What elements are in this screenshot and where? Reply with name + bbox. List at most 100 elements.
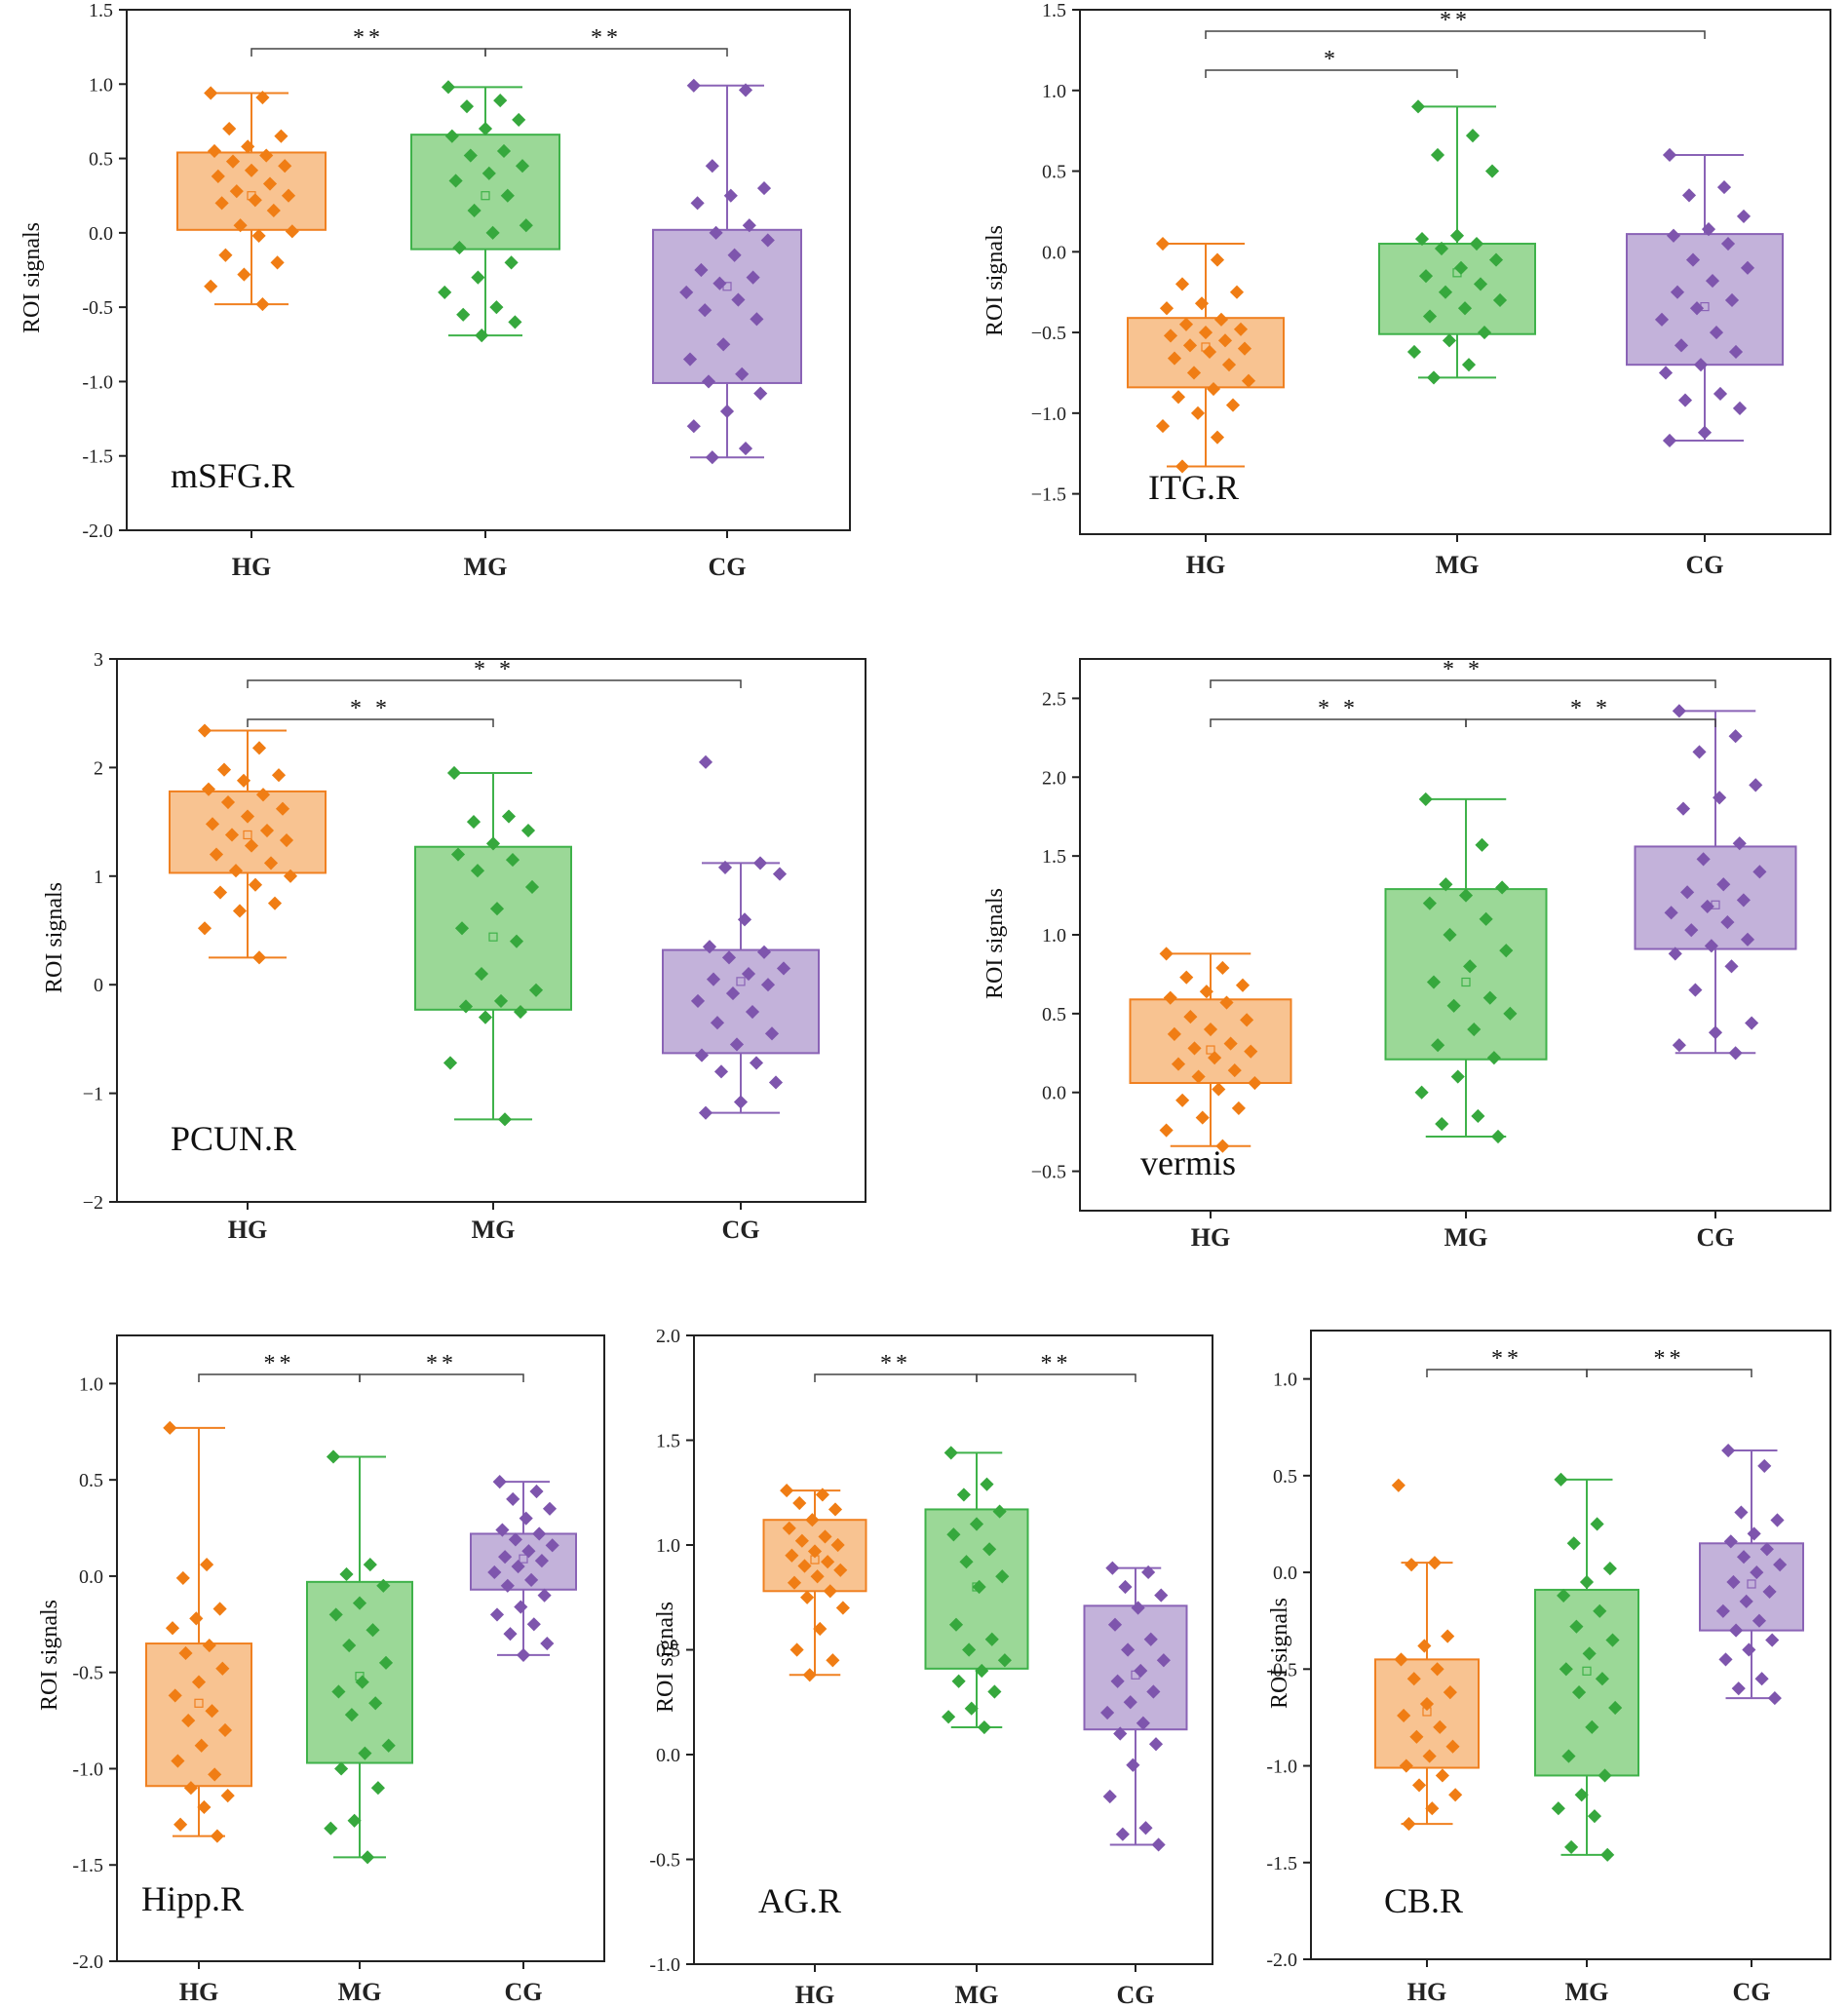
box-mg xyxy=(1378,99,1536,385)
data-point xyxy=(506,1491,520,1506)
data-point xyxy=(1559,1662,1573,1677)
data-point xyxy=(1458,888,1474,903)
data-point xyxy=(489,902,505,916)
data-point xyxy=(489,300,504,315)
y-tick-label: 0.5 xyxy=(79,1470,103,1491)
data-point xyxy=(237,267,251,282)
data-point xyxy=(706,972,721,986)
data-point xyxy=(1692,745,1707,759)
data-point xyxy=(813,1621,828,1637)
data-point xyxy=(326,1449,341,1464)
data-point xyxy=(1585,1719,1599,1734)
data-point xyxy=(1598,1768,1612,1783)
significance-bracket xyxy=(484,48,728,57)
data-point xyxy=(1174,277,1190,291)
x-tick-label-mg: MG xyxy=(955,1981,999,2009)
data-point xyxy=(495,1523,510,1537)
panel-title: Hipp.R xyxy=(141,1879,244,1918)
data-point xyxy=(255,297,270,312)
data-point xyxy=(1138,1821,1153,1835)
data-point xyxy=(1233,322,1249,336)
data-point xyxy=(168,1688,182,1703)
data-point xyxy=(244,163,259,177)
data-point xyxy=(1186,366,1202,380)
y-tick-label: 1.0 xyxy=(1042,925,1066,947)
x-tick-label-mg: MG xyxy=(1565,1978,1609,2006)
data-point xyxy=(508,1532,522,1547)
data-point xyxy=(1441,1629,1455,1643)
data-point xyxy=(1422,896,1437,910)
data-point xyxy=(1159,301,1174,316)
data-point xyxy=(1492,292,1508,308)
mean-marker xyxy=(194,1698,204,1708)
data-point xyxy=(737,912,752,927)
data-point xyxy=(742,218,756,233)
data-point xyxy=(496,143,512,159)
data-point xyxy=(1729,1623,1744,1638)
y-tick-label: 0.0 xyxy=(656,1745,680,1766)
data-point xyxy=(1752,865,1767,879)
data-point xyxy=(738,83,753,97)
significance-label: ** xyxy=(1041,1351,1072,1376)
data-point xyxy=(1433,1719,1447,1734)
data-point xyxy=(1593,1603,1607,1618)
panel-title: AG.R xyxy=(758,1881,841,1920)
x-tick-label-mg: MG xyxy=(338,1978,382,2006)
data-point xyxy=(980,1477,994,1491)
data-point xyxy=(1143,1632,1158,1646)
data-point xyxy=(1110,1674,1125,1688)
data-point xyxy=(679,285,694,299)
data-point xyxy=(1685,252,1701,267)
data-point xyxy=(529,1484,544,1499)
data-point xyxy=(505,853,520,868)
box-iqr xyxy=(470,1532,577,1591)
data-point xyxy=(1672,704,1686,718)
y-axis-label: ROI signals xyxy=(1267,1598,1292,1709)
data-point xyxy=(794,1533,809,1548)
data-point xyxy=(519,1511,533,1526)
y-tick-label: −1.0 xyxy=(1031,404,1066,425)
panel-hipp: -2.0 -1.5 -1.0 -0.5 0.0 0.5 1.0 HG MG CG ROI signa… xyxy=(37,1334,605,2006)
data-point xyxy=(1417,1639,1432,1653)
data-point xyxy=(441,80,456,95)
data-point xyxy=(271,768,287,783)
data-point xyxy=(165,1621,180,1636)
data-point xyxy=(1235,978,1251,992)
x-tick-label-cg: CG xyxy=(505,1978,543,2006)
data-point xyxy=(1163,990,1177,1005)
data-point xyxy=(753,386,768,401)
data-point xyxy=(467,203,481,218)
data-point xyxy=(1131,1601,1145,1615)
data-point xyxy=(1724,292,1740,308)
box-iqr xyxy=(414,845,572,1011)
data-point xyxy=(1244,1044,1258,1059)
data-point xyxy=(731,292,746,307)
data-point xyxy=(694,1048,710,1062)
data-point xyxy=(503,1627,518,1642)
box-iqr xyxy=(1129,998,1292,1085)
data-point xyxy=(233,218,248,233)
data-point xyxy=(262,176,278,191)
data-point xyxy=(178,1645,193,1661)
data-point xyxy=(1443,927,1457,943)
mean-marker xyxy=(1206,1045,1215,1055)
data-point xyxy=(352,1596,367,1610)
data-point xyxy=(810,1569,825,1584)
data-point xyxy=(376,1578,391,1593)
data-point xyxy=(358,1746,372,1760)
data-point xyxy=(745,1004,760,1020)
mean-marker xyxy=(736,977,746,986)
box-mg xyxy=(924,1446,1029,1735)
y-tick-label: 0.5 xyxy=(1042,162,1066,183)
data-point xyxy=(225,154,241,169)
data-point xyxy=(189,1611,204,1626)
box-hg xyxy=(169,723,327,965)
y-tick-label: −1 xyxy=(83,1084,103,1105)
data-point xyxy=(1418,792,1433,806)
data-point xyxy=(1210,430,1225,444)
y-tick-label: 3 xyxy=(94,649,103,671)
data-point xyxy=(251,228,266,243)
data-point xyxy=(1705,274,1720,289)
data-point xyxy=(1411,1778,1427,1793)
data-point xyxy=(727,248,742,262)
